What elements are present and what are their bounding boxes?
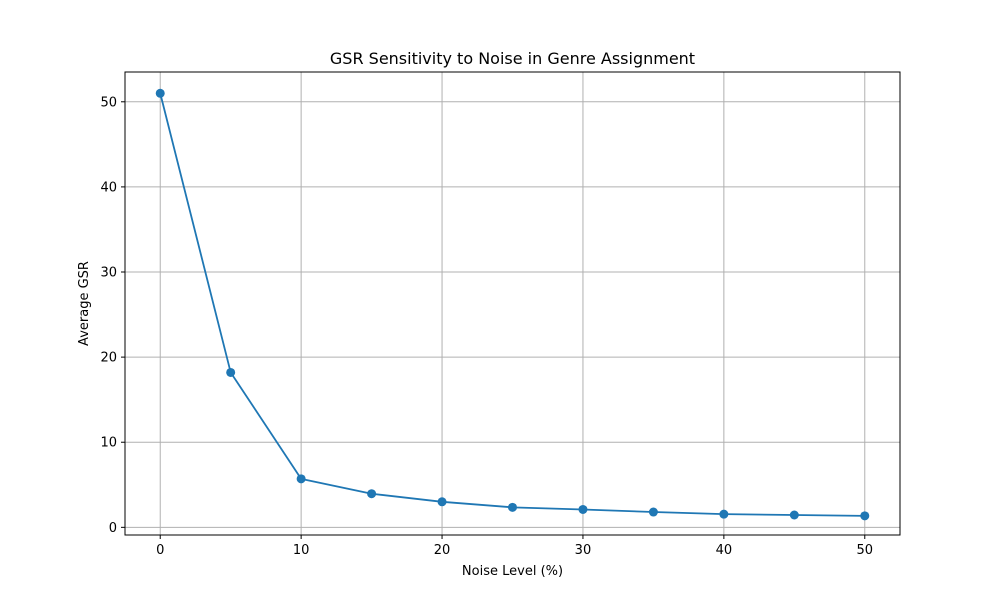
data-point bbox=[226, 367, 236, 377]
y-tick-label: 10 bbox=[100, 436, 117, 451]
x-axis-label: Noise Level (%) bbox=[462, 564, 563, 579]
y-tick-label: 20 bbox=[100, 351, 117, 366]
x-tick-label: 0 bbox=[156, 543, 164, 558]
data-point bbox=[578, 504, 588, 514]
y-axis-label: Average GSR bbox=[77, 261, 92, 346]
data-point bbox=[508, 502, 517, 512]
x-tick-label: 10 bbox=[293, 543, 310, 558]
x-tick-label: 40 bbox=[716, 543, 733, 558]
series-layer bbox=[155, 88, 870, 521]
data-point bbox=[648, 507, 658, 517]
grid-lines bbox=[125, 72, 900, 535]
data-point bbox=[719, 509, 729, 519]
x-tick-label: 50 bbox=[856, 543, 873, 558]
x-tick-label: 20 bbox=[434, 543, 451, 558]
data-point bbox=[367, 489, 377, 499]
y-tick-label: 50 bbox=[100, 95, 117, 110]
data-point bbox=[155, 88, 165, 98]
axis-ticks: 0 10 20 30 40 50 0 10 20 30 40 50 bbox=[100, 95, 873, 558]
data-point bbox=[860, 511, 870, 521]
x-tick-label: 30 bbox=[575, 543, 592, 558]
chart-title: GSR Sensitivity to Noise in Genre Assign… bbox=[330, 49, 695, 68]
data-point bbox=[789, 510, 799, 520]
y-tick-label: 40 bbox=[100, 180, 117, 195]
plot-frame bbox=[124, 71, 901, 536]
data-point bbox=[296, 474, 306, 484]
data-point bbox=[437, 497, 447, 507]
y-tick-label: 30 bbox=[100, 266, 117, 281]
y-tick-label: 0 bbox=[109, 521, 117, 536]
